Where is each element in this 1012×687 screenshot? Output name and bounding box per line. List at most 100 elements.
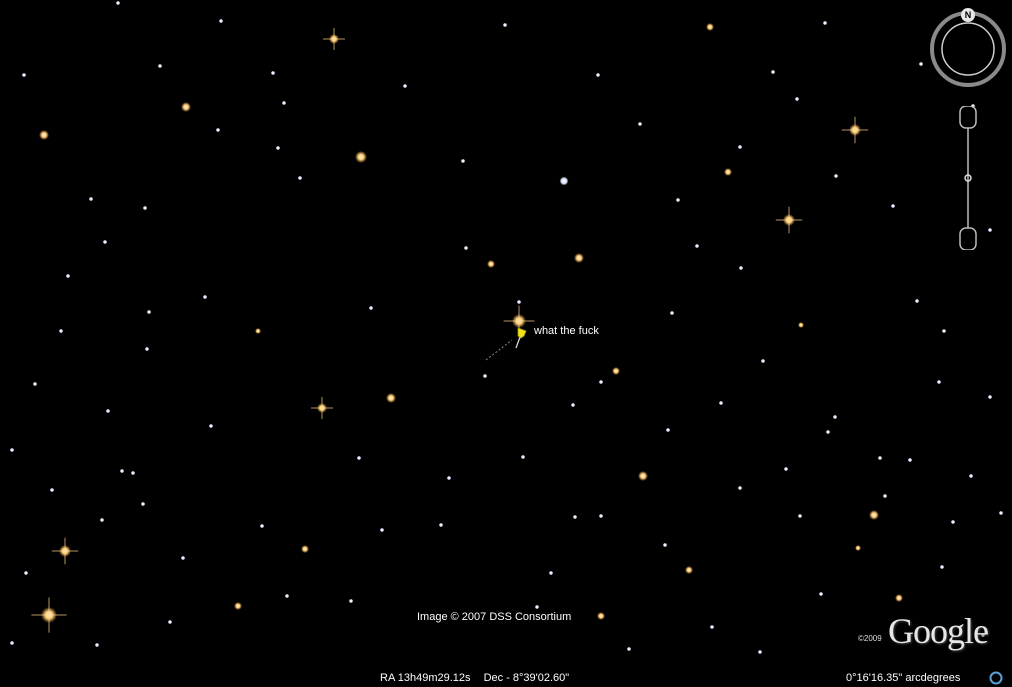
star [255,328,261,334]
star [502,22,508,28]
star [9,447,15,453]
star [907,457,913,463]
star [987,227,993,233]
star [570,402,576,408]
star [968,473,974,479]
star [595,72,601,78]
star [49,487,55,493]
star [65,273,71,279]
star [760,358,766,364]
zoom-thumb [964,174,972,182]
star [463,245,469,251]
star [146,309,152,315]
star [987,394,993,400]
zoom-in-button [959,106,977,129]
north-indicator[interactable]: N [961,8,975,22]
ra-readout: RA 13h49m29.12s [380,672,471,684]
star [21,72,27,78]
zoom-out-button [959,227,977,250]
stars-layer [9,0,1004,655]
streaming-status-icon [989,671,1003,685]
star [102,239,108,245]
star [99,517,105,523]
star [950,519,956,525]
star [301,545,309,553]
star [94,642,100,648]
star [144,346,150,352]
star [598,379,604,385]
star [559,176,569,186]
star [88,196,94,202]
star [638,471,648,481]
star [855,545,861,551]
star [574,253,584,263]
star [386,393,396,403]
placemark-label[interactable]: what the fuck [534,325,599,337]
star [520,454,526,460]
star [718,400,724,406]
star [23,570,29,576]
star [832,414,838,420]
star [487,260,495,268]
star [58,328,64,334]
star [202,294,208,300]
star [665,427,671,433]
star [259,523,265,529]
star [675,197,681,203]
star [270,70,276,76]
star [706,23,714,31]
star [218,18,224,24]
star [598,513,604,519]
star [939,564,945,570]
star [918,61,924,67]
zoom-slider[interactable] [958,106,978,250]
star [548,570,554,576]
star [119,468,125,474]
star [833,173,839,179]
star [356,455,362,461]
star [941,328,947,334]
pushpin-icon[interactable] [512,326,530,350]
star [597,612,605,620]
imagery-attribution: Image © 2007 DSS Consortium [417,611,572,623]
google-logo: Google [888,611,989,651]
star [914,298,920,304]
star [297,175,303,181]
star [685,566,693,574]
star [869,510,879,520]
object-trail [485,339,513,361]
star [797,513,803,519]
star [770,69,776,75]
dec-readout: Dec - 8°39'02.60" [483,672,570,684]
star [882,493,888,499]
star [181,102,191,112]
star [130,470,136,476]
star [662,542,668,548]
star [208,423,214,429]
star [822,20,828,26]
star [998,510,1004,516]
star [9,640,15,646]
star [348,598,354,604]
star [516,299,522,305]
star [368,305,374,311]
star [724,168,732,176]
star [215,127,221,133]
star [438,522,444,528]
star [379,527,385,533]
star [757,649,763,655]
star [446,475,452,481]
star [142,205,148,211]
star [669,310,675,316]
star [115,0,121,6]
star [157,63,163,69]
star [281,100,287,106]
star [825,429,831,435]
star [738,265,744,271]
star [798,322,804,328]
star [694,243,700,249]
star [737,485,743,491]
star [890,203,896,209]
star [534,604,540,610]
